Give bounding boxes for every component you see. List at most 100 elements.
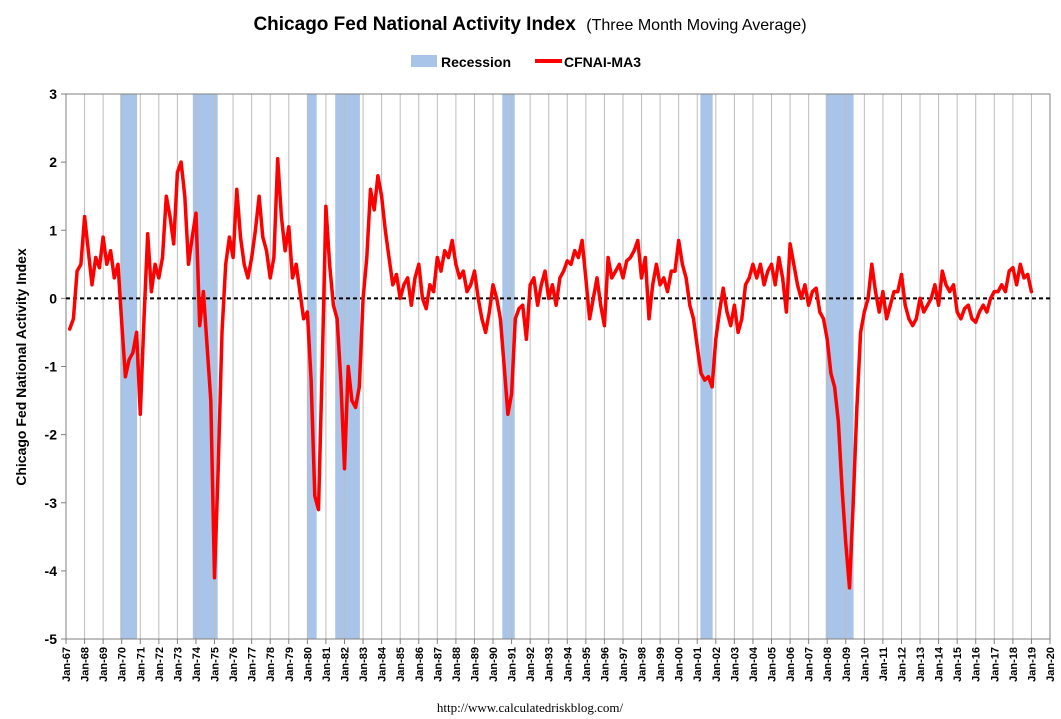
x-tick-label: Jan-13 — [915, 647, 927, 682]
data-point — [591, 296, 595, 300]
y-tick-label: -5 — [45, 631, 58, 647]
data-point — [929, 296, 933, 300]
data-point — [940, 269, 944, 273]
data-point — [346, 364, 350, 369]
data-point — [966, 303, 970, 307]
x-tick-label: Jan-80 — [302, 647, 314, 682]
data-point — [164, 194, 168, 198]
data-point — [406, 276, 410, 280]
data-point — [580, 238, 584, 243]
x-tick-label: Jan-91 — [507, 647, 519, 682]
data-point — [1011, 266, 1015, 270]
data-point — [651, 283, 655, 287]
data-point — [90, 283, 94, 287]
data-point — [383, 228, 387, 232]
data-point — [766, 269, 770, 273]
data-point — [814, 286, 818, 290]
data-point — [424, 307, 428, 311]
data-point — [160, 255, 165, 260]
data-point — [662, 276, 666, 280]
x-tick-label: Jan-88 — [451, 647, 463, 682]
data-point — [435, 255, 439, 260]
data-point — [354, 405, 358, 409]
data-point — [896, 290, 900, 294]
data-point — [888, 303, 892, 307]
data-point — [517, 307, 521, 311]
data-point — [636, 238, 640, 243]
data-point — [799, 296, 803, 300]
x-tick-label: Jan-73 — [172, 647, 184, 682]
data-point — [157, 276, 161, 280]
data-point — [840, 487, 844, 491]
data-point — [892, 290, 896, 294]
x-tick-label: Jan-70 — [117, 647, 129, 682]
data-point — [480, 317, 484, 321]
data-point — [153, 262, 157, 266]
data-point — [324, 204, 328, 208]
data-point — [105, 262, 109, 266]
x-tick-label: Jan-12 — [896, 647, 908, 682]
x-tick-label: Jan-81 — [321, 647, 333, 682]
data-point — [818, 310, 822, 314]
data-point — [740, 317, 744, 321]
data-point — [807, 303, 811, 307]
data-point — [376, 174, 380, 178]
x-tick-label: Jan-94 — [562, 646, 574, 682]
data-point — [658, 283, 662, 287]
data-point — [394, 272, 399, 277]
data-point — [287, 225, 291, 229]
x-tick-label: Jan-20 — [1045, 647, 1057, 682]
data-point — [198, 324, 202, 328]
data-point — [829, 371, 833, 375]
data-point — [981, 303, 985, 307]
data-point — [71, 317, 75, 321]
data-point — [810, 290, 815, 294]
legend-cfnai-label: CFNAI-MA3 — [564, 54, 641, 70]
data-point — [833, 385, 837, 389]
x-tick-label: Jan-09 — [841, 647, 853, 682]
data-point — [963, 307, 967, 311]
data-point — [220, 330, 224, 334]
data-point — [873, 290, 878, 294]
x-tick-label: Jan-76 — [228, 647, 240, 682]
data-point — [1022, 276, 1026, 280]
data-point — [283, 249, 287, 253]
data-point — [539, 283, 543, 287]
data-point — [621, 276, 625, 280]
data-point — [79, 262, 83, 266]
data-point — [747, 276, 751, 280]
data-point — [606, 255, 610, 260]
data-point — [201, 290, 205, 294]
data-point — [510, 392, 514, 396]
x-axis-ticks: Jan-67 Jan-68 Jan-69 Jan-70 Jan-71 Jan-72 Jan-… — [61, 639, 1057, 682]
x-tick-label: Jan-04 — [748, 646, 760, 682]
y-tick-label: -3 — [45, 495, 58, 511]
x-tick-label: Jan-75 — [210, 647, 222, 682]
x-tick-label: Jan-97 — [618, 647, 630, 682]
data-point — [907, 317, 911, 321]
data-point — [235, 187, 239, 191]
data-point — [335, 317, 339, 321]
data-point — [253, 228, 257, 232]
data-point — [86, 249, 90, 253]
data-point — [677, 238, 681, 243]
data-point — [365, 255, 369, 260]
x-tick-label: Jan-17 — [989, 647, 1001, 682]
data-point — [268, 276, 272, 280]
data-point — [643, 255, 647, 260]
data-point — [454, 262, 458, 266]
data-point — [476, 296, 480, 300]
data-point — [97, 266, 101, 270]
data-point — [101, 235, 105, 239]
data-point — [68, 327, 72, 331]
x-tick-label: Jan-92 — [525, 647, 537, 682]
data-point — [484, 330, 488, 334]
data-point — [528, 283, 532, 287]
data-point — [721, 286, 725, 290]
data-point — [242, 262, 246, 266]
data-point — [918, 296, 922, 300]
data-point — [569, 262, 573, 266]
x-tick-label: Jan-90 — [488, 647, 500, 682]
data-point — [610, 276, 614, 280]
x-tick-label: Jan-87 — [432, 647, 444, 682]
